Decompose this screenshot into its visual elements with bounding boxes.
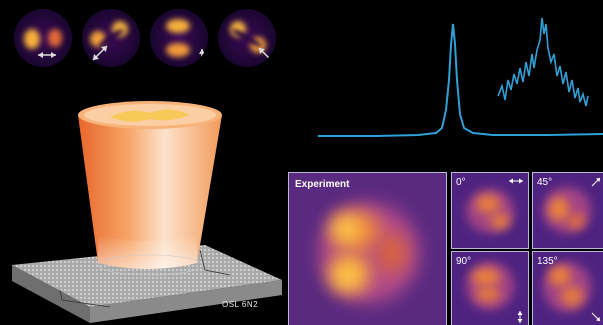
angle-panel-45: 45° <box>532 172 603 249</box>
experiment-label: Experiment <box>295 179 350 190</box>
angle-panel-90: 90° <box>451 251 529 325</box>
double-arrow-icon <box>517 311 523 323</box>
mode-disc-diagonal-135 <box>218 9 276 67</box>
mode-disc-horizontal <box>14 9 72 67</box>
double-arrow-icon <box>591 177 601 187</box>
experiment-heatmap-panel: Experiment <box>288 172 447 325</box>
double-arrow-icon <box>591 312 601 322</box>
angle-panel-135: 135° <box>532 251 603 325</box>
double-arrow-icon <box>92 45 108 61</box>
mode-disc-vertical <box>150 9 208 67</box>
angle-label-0: 0° <box>456 177 466 188</box>
angle-label-45: 45° <box>537 177 553 188</box>
angle-label-90: 90° <box>456 256 472 267</box>
emitted-beam <box>78 106 222 269</box>
double-arrow-icon <box>509 178 523 184</box>
angle-label-135: 135° <box>537 256 558 267</box>
chip-surface <box>12 245 282 307</box>
double-arrow-icon <box>258 47 274 63</box>
spectrum-inset-trace <box>497 17 589 107</box>
mode-disc-diagonal-45 <box>82 9 140 67</box>
double-arrow-icon <box>199 49 205 65</box>
double-arrow-icon <box>38 52 56 58</box>
angle-panel-0: 0° <box>451 172 529 249</box>
spectrum-plot <box>318 17 603 137</box>
device-label: OSL 6N2 <box>222 300 259 309</box>
laser-device-illustration <box>12 101 282 323</box>
spectrum-trace <box>318 23 603 137</box>
